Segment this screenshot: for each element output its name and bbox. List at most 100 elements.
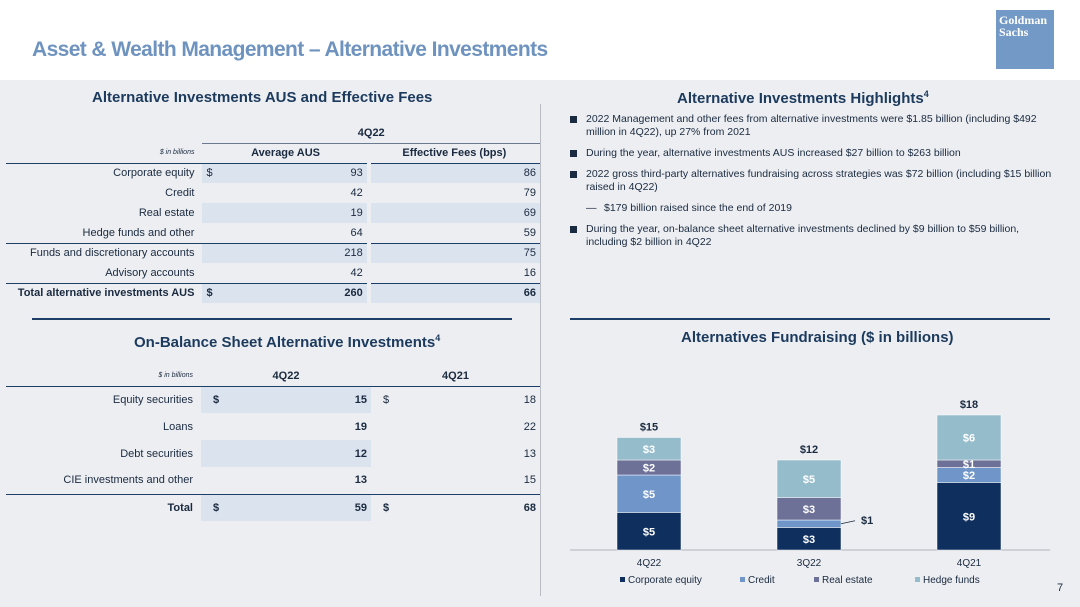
highlight-text: During the year, alternative investments… (586, 147, 961, 159)
table-row: Equity securities $15 $18 (6, 386, 540, 413)
table-total-row: Total alternative investments AUS $260 66 (6, 282, 540, 303)
table-row: Debt securities 12 13 (6, 440, 540, 467)
average-aus-value: 42 (350, 266, 363, 279)
data-label: $3 (803, 534, 815, 546)
fundraising-chart: $5$5$2$3$154Q22$3$1$3$5$123Q22$9$2$1$6$1… (570, 399, 1050, 586)
bullet-square-icon (570, 150, 577, 157)
data-label: $5 (643, 526, 655, 538)
label-leader-line (840, 520, 856, 525)
effective-fees-value: 79 (366, 183, 540, 203)
aus-period-header: 4Q22 (202, 123, 540, 144)
dollar-sign: $ (202, 282, 223, 303)
category-label: 4Q21 (957, 558, 982, 569)
average-aus-value: 218 (222, 242, 369, 263)
chart-title: Alternatives Fundraising ($ in billions) (681, 329, 954, 346)
highlights-rule (570, 318, 1050, 320)
total-label: $18 (960, 399, 978, 411)
bar-segment (936, 482, 1002, 551)
title-bar: Asset & Wealth Management – Alternative … (0, 0, 1080, 80)
dollar-sign-4q22 (201, 413, 231, 440)
dollar-sign-4q21 (371, 413, 401, 440)
bar-segment (616, 512, 682, 551)
legend-label: Hedge funds (923, 575, 980, 586)
dollar-sign: $ (202, 163, 223, 183)
average-aus-value: 42 (350, 187, 363, 199)
highlight-text: 2022 Management and other fees from alte… (586, 113, 1037, 138)
dollar-sign-4q21 (371, 467, 401, 494)
aus-table: 4Q22 $ in billions Average AUS Effective… (6, 123, 540, 303)
obs-heading-text: On-Balance Sheet Alternative Investments (134, 334, 436, 351)
aus-col-fees: Effective Fees (bps) (402, 147, 507, 159)
highlight-text: $179 billion raised since the end of 201… (604, 202, 792, 214)
row-label: Hedge funds and other (82, 226, 195, 239)
effective-fees-value: 66 (366, 282, 540, 303)
aus-rule (32, 318, 512, 320)
bar-segment (936, 414, 1002, 461)
table-total-row: Total $59 $68 (6, 493, 540, 521)
dollar-sign-4q21: $ (383, 393, 390, 406)
page-title: Asset & Wealth Management – Alternative … (32, 38, 548, 61)
logo-line-2: Sachs (999, 25, 1029, 39)
average-aus-value: 19 (222, 203, 369, 223)
total-label: $12 (800, 444, 818, 456)
vertical-divider (540, 104, 541, 596)
table-row: Advisory accounts 42 16 (6, 263, 540, 283)
obs-unit-label: $ in billions (158, 372, 193, 380)
aus-col-average: Average AUS (251, 147, 321, 159)
effective-fees-value: 59 (366, 223, 540, 243)
data-label: $5 (643, 489, 655, 501)
dollar-sign (202, 263, 222, 283)
row-label: Total alternative investments AUS (6, 282, 203, 303)
effective-fees-value: 16 (366, 263, 540, 283)
aus-unit-label: $ in billions (159, 149, 195, 157)
data-label: $1 (963, 459, 975, 471)
legend-label: Corporate equity (628, 575, 702, 586)
highlights-heading-footnote: 4 (923, 89, 929, 99)
highlight-item: During the year, alternative investments… (570, 147, 1060, 160)
value-4q22: 13 (354, 474, 367, 487)
category-label: 3Q22 (797, 558, 822, 569)
value-4q22: 15 (231, 386, 371, 413)
value-4q22: 12 (231, 440, 371, 467)
legend-label: Credit (748, 575, 775, 586)
legend-swatch-icon (915, 577, 920, 582)
bullet-square-icon (570, 116, 577, 123)
legend-label: Real estate (822, 575, 873, 586)
row-label: Loans (163, 420, 193, 433)
obs-col-4q22: 4Q22 (272, 369, 300, 382)
dollar-sign-4q22 (201, 440, 231, 467)
row-label: Real estate (138, 207, 195, 219)
legend-swatch-icon (620, 577, 625, 582)
data-label: $3 (643, 444, 655, 456)
value-4q22: 19 (354, 420, 367, 433)
dollar-sign-4q21 (371, 440, 401, 467)
value-4q21: 22 (523, 420, 536, 433)
dollar-sign (202, 242, 223, 263)
dollar-sign (202, 223, 222, 243)
row-label: Funds and discretionary accounts (6, 242, 203, 263)
legend-swatch-icon (740, 577, 745, 582)
table-row: CIE investments and other 13 15 (6, 467, 540, 494)
row-label: Advisory accounts (105, 266, 195, 279)
row-label: CIE investments and other (63, 474, 193, 487)
row-label: Corporate equity (113, 167, 195, 180)
value-4q21: 15 (523, 474, 536, 487)
value-4q21: 18 (523, 393, 536, 406)
highlights-list: 2022 Management and other fees from alte… (570, 113, 1060, 257)
effective-fees-value: 75 (366, 242, 540, 263)
value-4q22: 59 (231, 493, 371, 521)
value-4q21: 68 (401, 493, 540, 521)
table-row: Credit 42 79 (6, 183, 540, 203)
highlight-item: 2022 gross third-party alternatives fund… (570, 168, 1060, 194)
data-label: $9 (963, 511, 975, 523)
obs-col-4q21: 4Q21 (442, 369, 469, 382)
value-4q21: 13 (523, 447, 536, 460)
row-label: Credit (165, 187, 195, 199)
bar-segment (616, 437, 682, 461)
table-row: Corporate equity $93 86 (6, 163, 540, 183)
obs-heading-footnote: 4 (435, 333, 441, 343)
table-row: Real estate 19 69 (6, 203, 540, 223)
highlight-text: During the year, on-balance sheet altern… (586, 223, 1020, 248)
dollar-sign (202, 183, 222, 203)
highlight-item: During the year, on-balance sheet altern… (570, 223, 1060, 249)
